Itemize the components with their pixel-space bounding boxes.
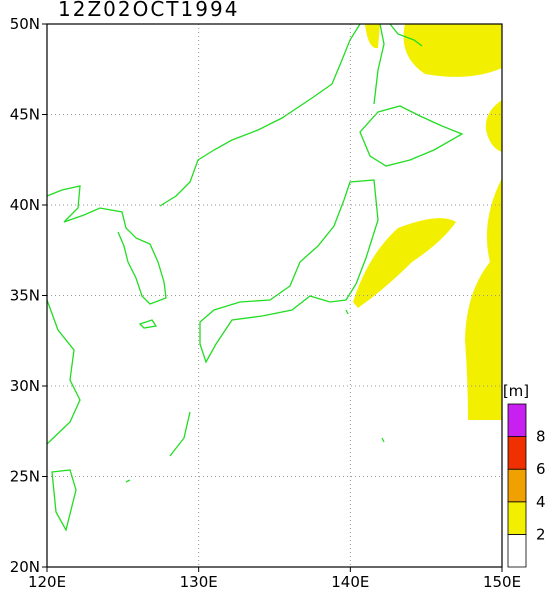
wave-area [365, 24, 380, 49]
colorbar-segment [507, 403, 527, 437]
wave-areas [353, 24, 502, 420]
coastline [359, 105, 464, 167]
coastline [125, 309, 385, 483]
x-tick-label: 130E [180, 573, 218, 591]
y-tick-label: 20N [10, 558, 40, 576]
colorbar-segment [507, 468, 527, 503]
x-tick-label: 120E [28, 573, 66, 591]
y-tick-label: 25N [10, 468, 40, 486]
colorbar-segment [507, 436, 527, 470]
coastline [46, 299, 81, 445]
colorbar-label: 2 [536, 525, 546, 543]
colorbar-segment [507, 501, 527, 535]
y-tick-label: 30N [10, 377, 40, 395]
x-tick-label: 140E [331, 573, 369, 591]
wave-area [353, 218, 456, 308]
coastline [46, 185, 167, 305]
colorbar-label: 4 [536, 493, 546, 511]
coastline [199, 179, 379, 364]
title: 12Z02OCT1994 [58, 0, 239, 21]
wave-area [465, 178, 502, 420]
plot-frame [46, 23, 503, 568]
y-tick-label: 50N [10, 15, 40, 33]
colorbar-segment [507, 534, 527, 568]
colorbar-unit: [m] [503, 382, 529, 400]
coastline [51, 469, 77, 532]
wave-area [403, 24, 502, 77]
y-tick-label: 40N [10, 196, 40, 214]
coastlines [46, 23, 464, 532]
x-tick-label: 150E [483, 573, 521, 591]
colorbar-label: 6 [536, 460, 546, 478]
coastline [373, 23, 423, 105]
y-tick-label: 45N [10, 106, 40, 124]
wave-area [485, 100, 502, 152]
coastline [159, 23, 361, 207]
colorbar-label: 8 [536, 428, 546, 446]
y-tick-label: 35N [10, 287, 40, 305]
